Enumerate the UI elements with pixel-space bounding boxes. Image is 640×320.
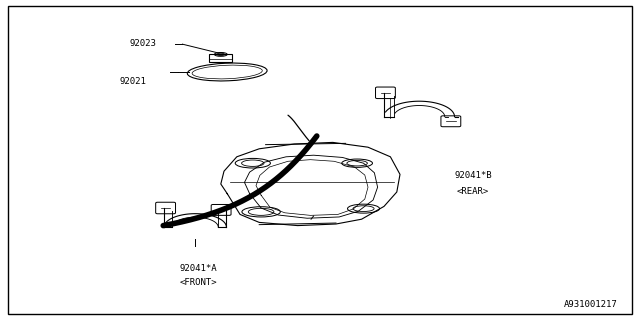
Text: 92041*A: 92041*A [180,264,217,273]
Text: 92021: 92021 [119,77,146,86]
Text: <FRONT>: <FRONT> [180,278,217,287]
Text: 92041*B: 92041*B [454,171,492,180]
Text: 92023: 92023 [130,39,157,48]
Bar [209,54,232,62]
Text: A931001217: A931001217 [564,300,618,309]
Text: <REAR>: <REAR> [457,187,489,196]
